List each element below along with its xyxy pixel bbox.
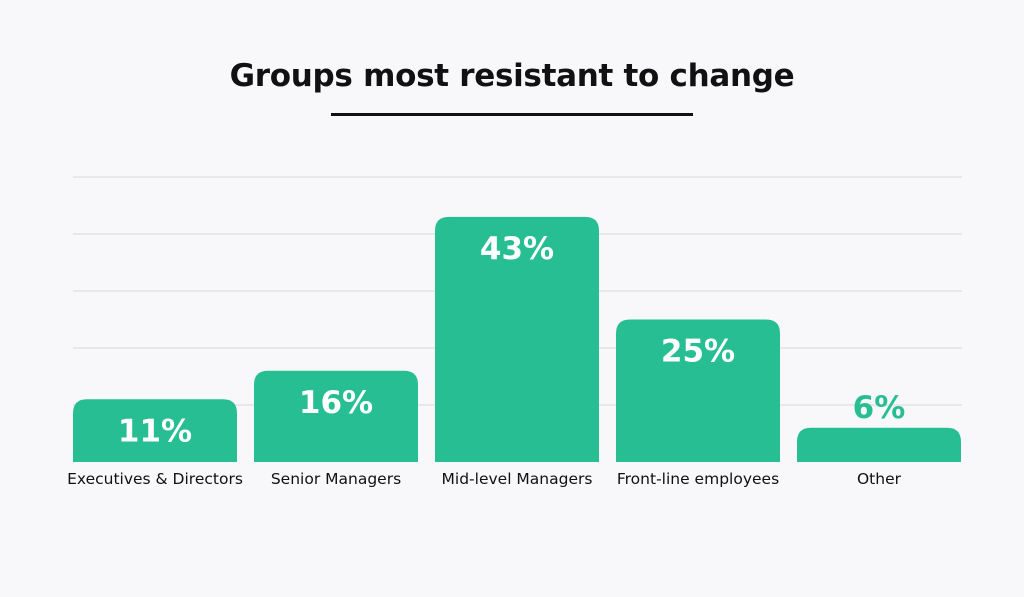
bar [616, 319, 780, 462]
bar [73, 399, 237, 462]
bar [435, 216, 599, 462]
data-label: 43% [480, 231, 554, 267]
category-label: Senior Managers [271, 470, 401, 488]
chart-title: Groups most resistant to change [229, 58, 795, 94]
category-label: Mid-level Managers [442, 470, 593, 488]
title-underline [331, 113, 693, 116]
category-label: Executives & Directors [67, 470, 243, 488]
category-label: Other [857, 470, 902, 488]
data-label: 25% [661, 334, 735, 370]
bar [797, 427, 961, 462]
category-label: Front-line employees [617, 470, 779, 488]
data-label: 16% [299, 385, 373, 421]
data-label: 6% [853, 390, 906, 426]
bar [254, 370, 418, 462]
data-label: 11% [118, 413, 192, 449]
